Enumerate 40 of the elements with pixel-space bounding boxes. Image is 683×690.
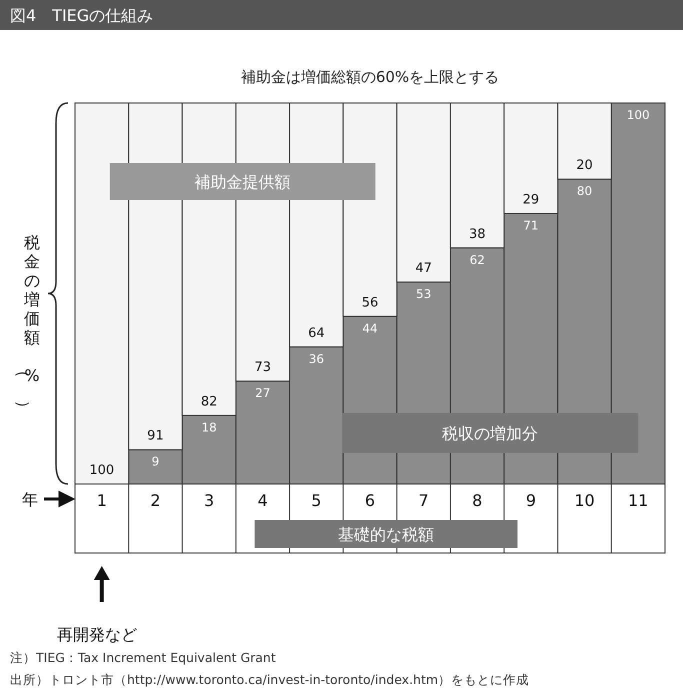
- chart-subtitle: 補助金は増価総額の60%を上限とする: [240, 68, 500, 86]
- text: 基礎的な税額: [338, 525, 434, 544]
- x-tick-label: 11: [628, 491, 648, 510]
- x-tick-label: 6: [364, 491, 376, 510]
- data-label: 64: [308, 326, 325, 341]
- data-label: 20: [576, 158, 593, 174]
- text: 出所）トロント市（http://www.toronto.ca/invest-in-toronto/index.htm）をもとに作成: [10, 672, 530, 687]
- data-label: 100: [89, 463, 114, 478]
- data-label: 56: [362, 295, 378, 310]
- data-label: 80: [576, 184, 592, 198]
- data-label: 18: [201, 420, 217, 434]
- data-label: 36: [308, 352, 324, 366]
- x-tick-label: 8: [472, 491, 482, 510]
- x-tick-label: 3: [204, 491, 214, 510]
- data-label: 27: [255, 386, 270, 400]
- data-label: 62: [470, 252, 485, 267]
- data-label: 9: [152, 454, 160, 469]
- x-tick-label: 5: [311, 491, 322, 510]
- x-tick-label: 2: [150, 491, 161, 510]
- data-label: 71: [523, 218, 539, 232]
- data-label: 38: [469, 226, 486, 242]
- series-label: 補助金提供額: [194, 172, 291, 192]
- x-tick-label: 7: [418, 491, 429, 510]
- series-label: 税収の増加分: [442, 424, 538, 443]
- data-label: 100: [626, 108, 650, 122]
- text: 再開発など: [56, 625, 137, 644]
- data-label: 73: [254, 360, 271, 376]
- x-tick-label: 10: [574, 491, 595, 510]
- data-label: 82: [200, 394, 218, 410]
- x-axis-title: 年: [22, 490, 38, 509]
- data-label: 91: [147, 428, 164, 444]
- chart-title: 図4 TIEGの仕組み: [10, 6, 154, 25]
- x-tick-label: 1: [96, 491, 107, 510]
- data-label: 47: [415, 261, 432, 276]
- data-label: 44: [362, 321, 378, 336]
- data-label: 29: [522, 192, 540, 208]
- text: 注）TIEG：Tax Increment Equivalent Grant: [10, 650, 276, 665]
- x-tick-label: 4: [258, 491, 268, 510]
- x-tick-label: 9: [526, 491, 536, 510]
- data-label: 53: [416, 287, 432, 302]
